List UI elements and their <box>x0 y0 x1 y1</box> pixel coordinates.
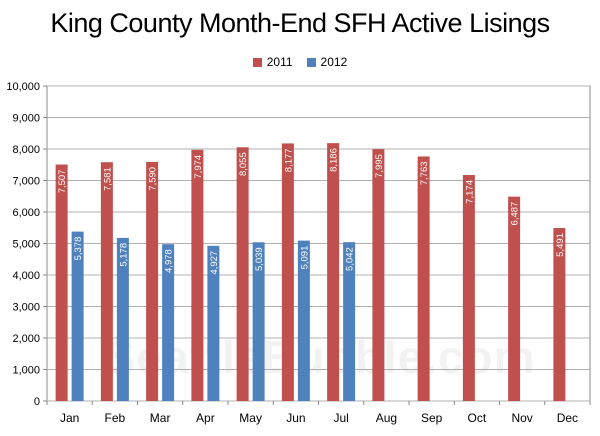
x-tick-label: May <box>239 411 262 425</box>
data-label: 4,978 <box>164 249 175 273</box>
legend-label-2011: 2011 <box>266 55 293 69</box>
x-tick-label: Oct <box>468 411 487 425</box>
data-label: 7,507 <box>57 170 68 194</box>
legend-label-2012: 2012 <box>320 55 348 69</box>
y-tick-label: 3,000 <box>12 302 40 314</box>
bar-2012-jan <box>71 231 84 401</box>
bar-2011-may <box>236 147 249 401</box>
legend-item-2012: 2012 <box>306 55 348 69</box>
bar-2012-may <box>252 242 265 401</box>
x-tick-label: Nov <box>511 411 532 425</box>
data-label: 7,763 <box>419 161 430 185</box>
bar-2011-oct <box>462 175 475 401</box>
y-tick-label: 0 <box>34 396 40 408</box>
data-label: 5,091 <box>299 246 310 270</box>
data-label: 7,995 <box>374 154 385 178</box>
bar-2012-feb <box>116 237 129 401</box>
y-tick-label: 7,000 <box>12 176 40 188</box>
data-label: 4,927 <box>209 251 220 275</box>
data-label: 8,055 <box>238 152 249 176</box>
data-label: 7,174 <box>464 180 475 204</box>
x-tick-label: Jun <box>286 411 305 425</box>
legend-swatch-2012 <box>306 57 316 67</box>
legend-swatch-2011 <box>252 57 262 67</box>
y-tick-label: 2,000 <box>12 333 40 345</box>
bar-2012-jul <box>343 242 356 401</box>
data-label: 7,974 <box>193 155 204 179</box>
data-label: 8,186 <box>329 148 340 172</box>
data-label: 6,487 <box>510 202 521 226</box>
bar-2011-sep <box>417 156 430 401</box>
bar-2011-mar <box>146 161 159 401</box>
data-label: 5,039 <box>254 247 265 271</box>
y-tick-label: 9,000 <box>12 113 40 125</box>
bar-2011-jun <box>281 143 294 401</box>
chart-title: King County Month-End SFH Active Lisings <box>50 8 550 38</box>
x-tick-label: Mar <box>150 411 171 425</box>
x-tick-label: Sep <box>421 411 443 425</box>
x-tick-label: Aug <box>376 411 397 425</box>
data-label: 8,177 <box>283 148 294 172</box>
y-tick-label: 4,000 <box>12 270 40 282</box>
legend: 2011 2012 <box>0 55 600 69</box>
y-tick-label: 5,000 <box>12 239 40 251</box>
data-label: 5,042 <box>345 247 356 271</box>
legend-item-2011: 2011 <box>252 55 293 69</box>
x-tick-label: Dec <box>557 411 578 425</box>
bar-2011-feb <box>100 162 113 401</box>
bar-2012-apr <box>207 245 220 401</box>
y-tick-label: 10,000 <box>6 81 40 93</box>
bar-2011-dec <box>553 228 566 401</box>
bar-2011-nov <box>508 196 521 401</box>
bar-2011-apr <box>191 149 204 401</box>
data-label: 5,378 <box>73 237 84 261</box>
bar-2011-jan <box>55 164 68 401</box>
y-tick-label: 6,000 <box>12 207 40 219</box>
data-label: 7,590 <box>148 167 159 191</box>
data-label: 7,581 <box>102 167 113 191</box>
bar-2012-mar <box>162 244 175 401</box>
x-tick-label: Feb <box>105 411 126 425</box>
y-tick-label: 1,000 <box>12 365 40 377</box>
x-tick-label: Apr <box>196 411 215 425</box>
bar-2012-jun <box>297 240 310 401</box>
data-label: 5,178 <box>118 243 129 267</box>
x-tick-label: Jul <box>333 411 348 425</box>
bar-2011-aug <box>372 149 385 401</box>
data-label: 5,491 <box>555 233 566 257</box>
x-tick-label: Jan <box>60 411 79 425</box>
y-tick-label: 8,000 <box>12 144 40 156</box>
bar-2011-jul <box>327 143 340 402</box>
